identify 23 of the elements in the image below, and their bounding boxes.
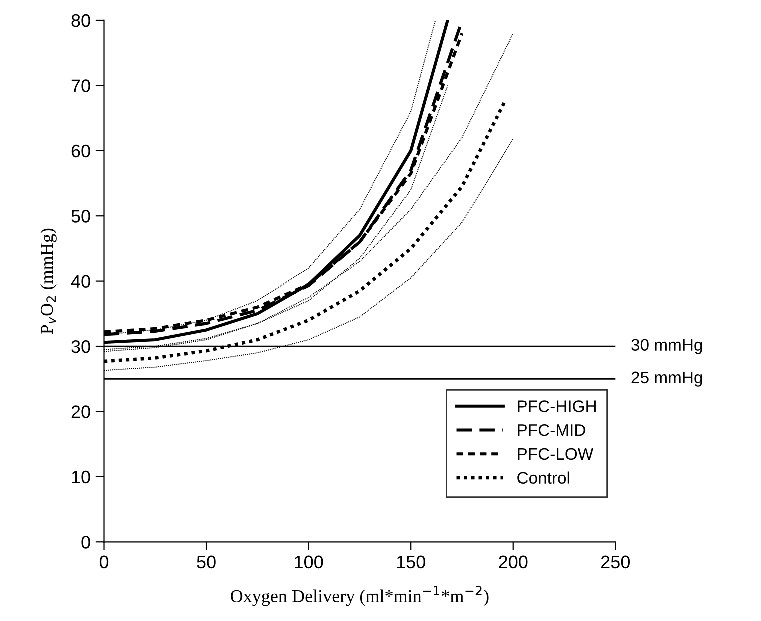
- ref-line-label: 30 mmHg: [632, 339, 702, 354]
- legend-label: PFC-MID: [518, 424, 586, 436]
- legend-label: PFC-LOW: [518, 448, 594, 460]
- x-tick-label: 200: [499, 556, 528, 569]
- x-axis-title: Oxygen Delivery (ml*min$^{−1}$*m$^{−2}$): [231, 586, 489, 606]
- ref-line-label: 25 mmHg: [632, 372, 702, 387]
- y-tick-label: 60: [72, 144, 90, 158]
- y-tick-label: 30: [72, 340, 90, 354]
- y-tick-label: 10: [72, 470, 90, 484]
- y-tick-label: 50: [72, 210, 90, 223]
- y-tick-label: 80: [72, 14, 90, 28]
- x-tick-label: 100: [295, 556, 324, 569]
- y-tick-label: 40: [71, 275, 90, 288]
- x-tick-label: 50: [197, 556, 216, 569]
- legend-label: PFC-HIGH: [518, 400, 596, 412]
- x-tick-label: 0: [100, 556, 109, 569]
- x-tick-label: 150: [397, 556, 426, 569]
- y-tick-label: 70: [72, 80, 90, 92]
- y-axis-title: P$_{v}$O$_{2}$ (mmHg): [40, 228, 57, 334]
- x-tick-label: 250: [601, 556, 630, 569]
- legend-label: Control: [518, 472, 570, 484]
- y-tick-label: 0: [82, 536, 90, 549]
- y-tick-label: 20: [72, 406, 90, 418]
